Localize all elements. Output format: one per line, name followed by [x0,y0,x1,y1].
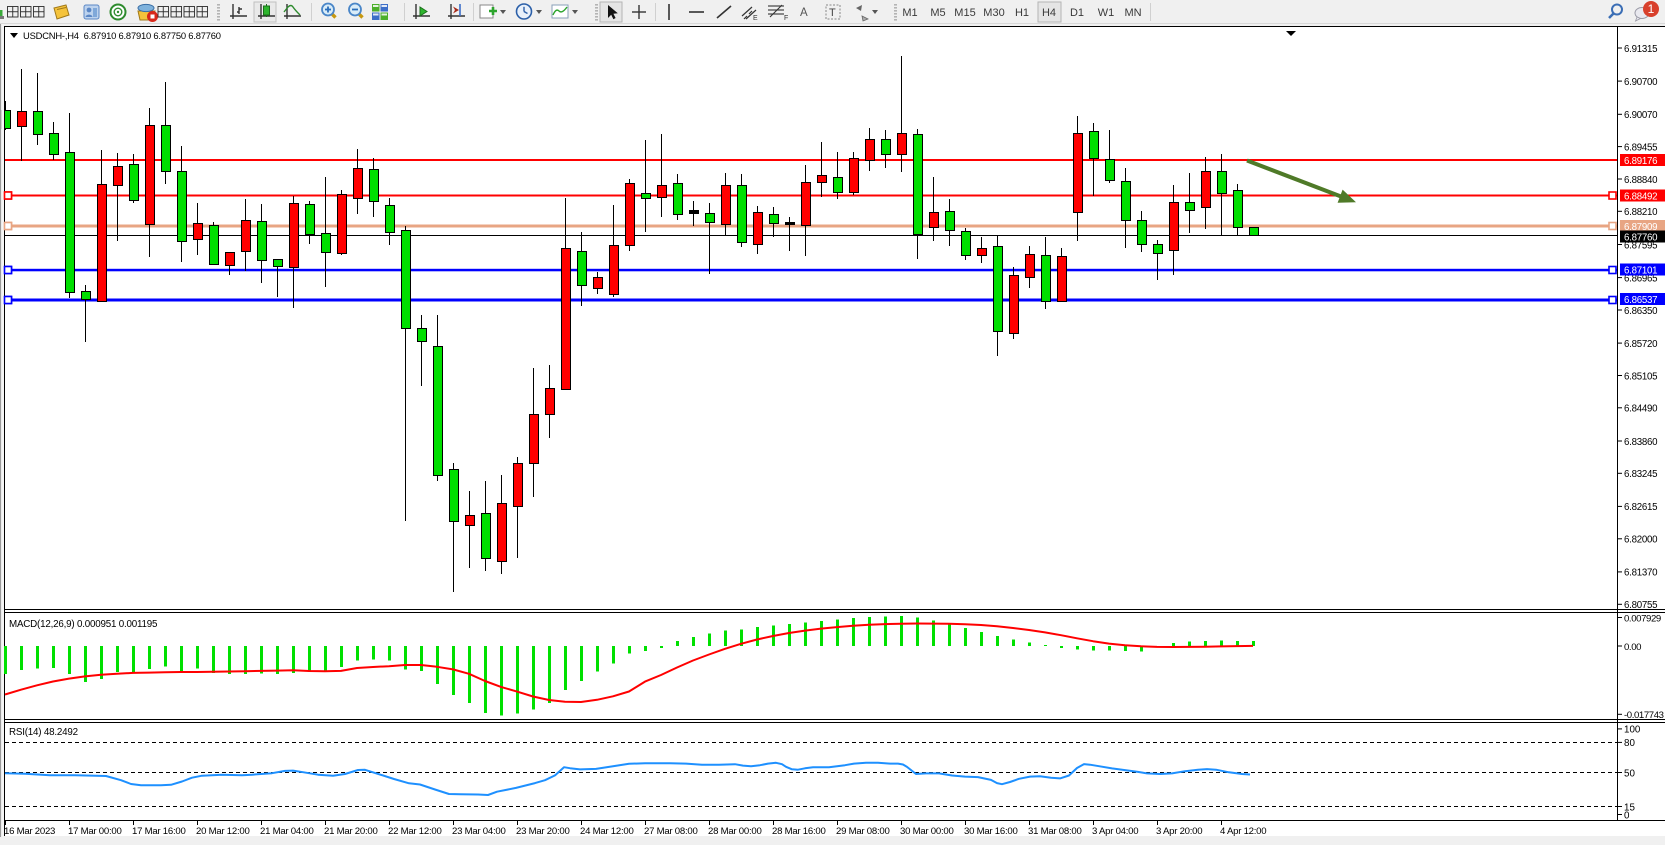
svg-text:6.83245: 6.83245 [1624,469,1657,480]
svg-text:M15: M15 [954,7,975,19]
svg-text:6.90070: 6.90070 [1624,110,1658,121]
svg-text:6.87595: 6.87595 [1624,240,1657,251]
svg-text:24 Mar 12:00: 24 Mar 12:00 [580,826,634,837]
svg-text:6.89455: 6.89455 [1624,142,1657,153]
svg-text:6.84490: 6.84490 [1624,404,1658,415]
svg-text:22 Mar 12:00: 22 Mar 12:00 [388,826,442,837]
svg-text:4 Apr 12:00: 4 Apr 12:00 [1220,826,1266,837]
svg-text:D1: D1 [1070,7,1084,19]
svg-text:50: 50 [1624,768,1635,779]
svg-text:23 Mar 20:00: 23 Mar 20:00 [516,826,570,837]
svg-text:MACD(12,26,9) 0.000951 0.00119: MACD(12,26,9) 0.000951 0.001195 [9,619,158,630]
svg-text:6.87909: 6.87909 [1624,222,1657,233]
svg-text:MN: MN [1124,7,1141,19]
svg-text:28 Mar 16:00: 28 Mar 16:00 [772,826,826,837]
svg-text:H4: H4 [1042,7,1056,19]
svg-text:USDCNH-,H4 6.87910 6.87910 6.: USDCNH-,H4 6.87910 6.87910 6.87750 6.877… [23,30,221,41]
svg-text:6.80755: 6.80755 [1624,600,1657,611]
svg-text:H1: H1 [1015,7,1029,19]
svg-text:6.89176: 6.89176 [1624,156,1657,167]
svg-text:80: 80 [1624,738,1635,749]
svg-text:6.86537: 6.86537 [1624,295,1657,306]
svg-text:6.91315: 6.91315 [1624,44,1657,55]
svg-text:27 Mar 08:00: 27 Mar 08:00 [644,826,698,837]
svg-text:E: E [753,15,758,22]
svg-text:0.00: 0.00 [1624,642,1641,653]
svg-text:6.81370: 6.81370 [1624,568,1658,579]
svg-text:6.82000: 6.82000 [1624,535,1658,546]
svg-text:0: 0 [1624,810,1630,821]
svg-text:31 Mar 08:00: 31 Mar 08:00 [1028,826,1082,837]
svg-text:F: F [784,15,788,22]
svg-text:6.82615: 6.82615 [1624,502,1657,513]
svg-text:M5: M5 [930,7,945,19]
svg-text:30 Mar 00:00: 30 Mar 00:00 [900,826,954,837]
svg-text:6.85105: 6.85105 [1624,371,1657,382]
svg-text:3 Apr 20:00: 3 Apr 20:00 [1156,826,1202,837]
svg-text:15: 15 [1624,802,1635,813]
svg-text:30 Mar 16:00: 30 Mar 16:00 [964,826,1018,837]
svg-text:M30: M30 [983,7,1004,19]
svg-text:21 Mar 20:00: 21 Mar 20:00 [324,826,378,837]
svg-text:T: T [829,7,836,19]
svg-text:6.85720: 6.85720 [1624,339,1658,350]
svg-text:100: 100 [1624,725,1641,736]
svg-text:20 Mar 12:00: 20 Mar 12:00 [196,826,250,837]
svg-text:6.83860: 6.83860 [1624,437,1658,448]
svg-text:17 Mar 00:00: 17 Mar 00:00 [68,826,122,837]
svg-text:28 Mar 00:00: 28 Mar 00:00 [708,826,762,837]
svg-text:6.88492: 6.88492 [1624,191,1657,202]
svg-text:6.87760: 6.87760 [1624,232,1658,243]
svg-text:1: 1 [1648,2,1655,16]
svg-text:3 Apr 04:00: 3 Apr 04:00 [1092,826,1138,837]
svg-text:6.88840: 6.88840 [1624,175,1658,186]
svg-text:6.88210: 6.88210 [1624,207,1658,218]
svg-text:23 Mar 04:00: 23 Mar 04:00 [452,826,506,837]
svg-text:29 Mar 08:00: 29 Mar 08:00 [836,826,890,837]
svg-text:6.90700: 6.90700 [1624,77,1658,88]
svg-text:6.86965: 6.86965 [1624,273,1657,284]
svg-text:6.86350: 6.86350 [1624,306,1658,317]
svg-text:A: A [800,7,808,19]
svg-text:M1: M1 [902,7,917,19]
svg-text:17 Mar 16:00: 17 Mar 16:00 [132,826,186,837]
svg-text:0.007929: 0.007929 [1624,613,1661,624]
svg-text:21 Mar 04:00: 21 Mar 04:00 [260,826,314,837]
svg-text:W1: W1 [1098,7,1115,19]
svg-text:16 Mar 2023: 16 Mar 2023 [4,826,55,837]
svg-text:6.87101: 6.87101 [1624,265,1657,276]
svg-text:-0.017743: -0.017743 [1624,710,1664,721]
svg-text:RSI(14) 48.2492: RSI(14) 48.2492 [9,727,78,738]
